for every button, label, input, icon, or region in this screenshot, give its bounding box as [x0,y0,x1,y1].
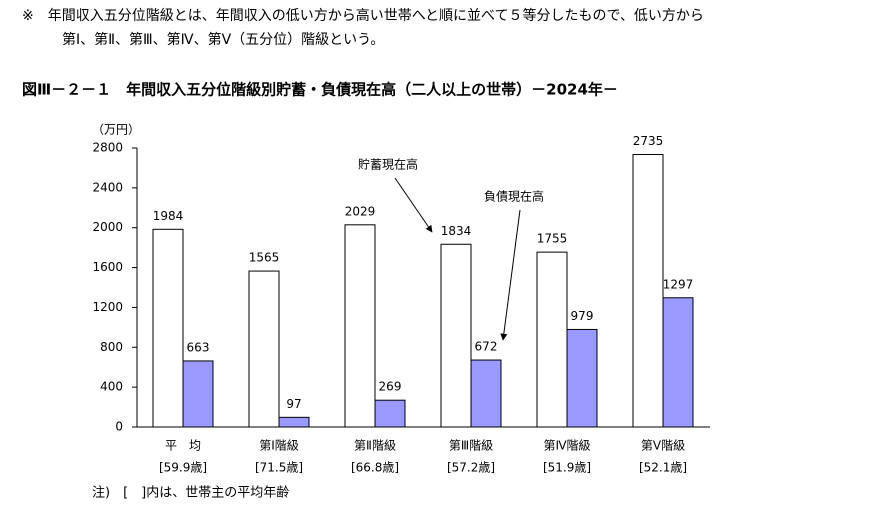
data-label: 2029 [345,204,376,218]
y-unit: （万円） [92,123,140,137]
data-label: 672 [475,340,498,354]
bar [344,224,376,428]
bar [182,360,214,428]
y-tick-label: 1200 [92,300,123,314]
x-tick-note: [71.5歳] [255,461,303,475]
bar [440,243,472,428]
x-tick-label: 第Ⅳ階級 [543,438,590,453]
bar [248,270,280,428]
data-label: 1755 [537,232,568,246]
bar [566,328,598,428]
footnote: 注) [ ]内は、世帯主の平均年齢 [92,485,289,501]
data-label: 97 [286,397,301,411]
data-label: 1297 [663,277,694,291]
bar [632,153,664,428]
x-tick-note: [51.9歳] [543,461,591,475]
bar [536,251,568,428]
bar [470,359,502,428]
data-label: 979 [571,309,594,323]
y-tick-label: 0 [115,420,123,434]
chart-title: 図Ⅲ－２－１ 年間収入五分位階級別貯蓄・負債現在高（二人以上の世帯）－2024年… [22,81,618,99]
x-tick-note: [52.1歳] [639,461,687,475]
data-label: 269 [379,380,402,394]
data-label: 1834 [441,224,472,238]
y-tick-label: 2000 [92,220,123,234]
bar [278,416,310,428]
annotation: 負債現在高 [484,189,544,204]
x-tick-note: [66.8歳] [351,461,399,475]
x-tick-label: 第Ⅰ階級 [259,438,299,453]
data-label: 1565 [249,251,280,265]
data-label: 2735 [633,134,664,148]
annotation-arrow [500,209,521,341]
y-tick-label: 2800 [92,141,123,155]
annotation-arrow [394,177,433,233]
y-tick-label: 1600 [92,260,123,274]
note-line: 第Ⅰ、第Ⅱ、第Ⅲ、第Ⅳ、第Ⅴ（五分位）階級という。 [62,31,384,48]
note-line: ※ 年間収入五分位階級とは、年間収入の低い方から高い世帯へと順に並べて５等分した… [22,7,704,24]
bar [152,228,184,428]
x-tick-label: 第Ⅲ階級 [449,438,493,453]
bar [374,399,406,428]
annotation: 貯蓄現在高 [358,157,418,172]
x-tick-label: 第Ⅴ階級 [641,438,685,453]
bar [662,297,694,428]
x-tick-label: 平 均 [165,439,201,453]
y-tick-label: 2400 [92,180,123,194]
x-tick-note: [59.9歳] [159,461,207,475]
data-label: 663 [187,340,210,354]
data-label: 1984 [153,209,184,223]
y-tick-label: 400 [100,380,123,394]
x-tick-note: [57.2歳] [447,461,495,475]
y-tick-label: 800 [100,340,123,354]
x-tick-label: 第Ⅱ階級 [354,438,396,453]
